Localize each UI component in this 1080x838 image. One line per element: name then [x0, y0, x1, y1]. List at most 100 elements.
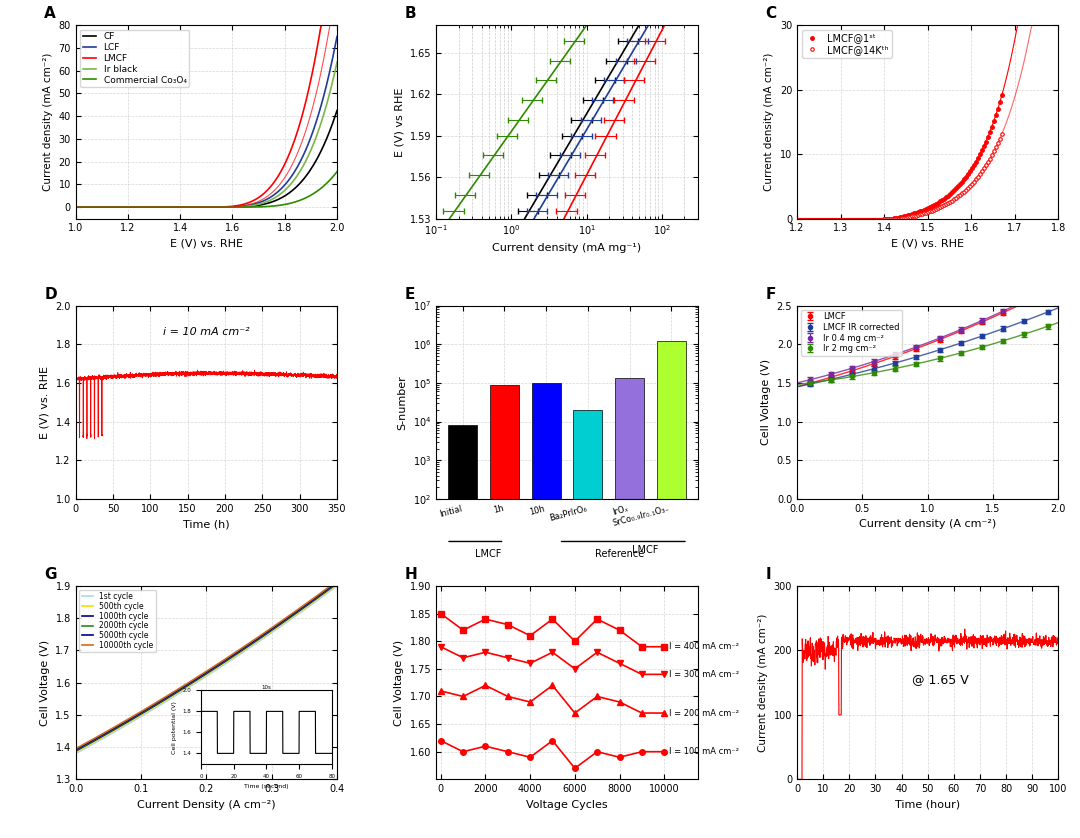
Line: LMCF@1ˢᵗ: LMCF@1ˢᵗ — [882, 94, 1003, 220]
LCF — [224, 202, 237, 212]
LMCF@14Kᵗʰ — [951, 191, 964, 201]
LMCF — [229, 201, 242, 211]
Text: A: A — [44, 6, 56, 21]
CF — [225, 202, 238, 212]
LCF — [229, 202, 242, 212]
LMCF@14Kᵗʰ — [916, 209, 929, 219]
1st cycle — [118, 722, 131, 732]
1000th cycle — [308, 595, 321, 605]
Legend: CF, LCF, LMCF, Ir black, Commercial Co₃O₄: CF, LCF, LMCF, Ir black, Commercial Co₃O… — [80, 29, 189, 87]
1000th cycle — [118, 719, 131, 729]
Y-axis label: S-number: S-number — [397, 375, 407, 430]
500th cycle — [318, 589, 330, 599]
Ir black — [69, 202, 82, 212]
Line: LCF: LCF — [76, 37, 337, 207]
1st cycle — [308, 597, 321, 608]
5000th cycle — [308, 593, 321, 603]
Text: i = 10 mA cm⁻²: i = 10 mA cm⁻² — [163, 327, 249, 337]
LCF — [330, 32, 343, 42]
Ir black — [330, 57, 343, 67]
Y-axis label: Current density (mA cm⁻²): Current density (mA cm⁻²) — [43, 53, 53, 191]
5000th cycle — [80, 739, 93, 749]
1st cycle — [330, 581, 343, 591]
CF — [330, 106, 343, 116]
1000th cycle — [318, 588, 330, 598]
5000th cycle — [85, 736, 98, 746]
2000th cycle — [85, 737, 98, 747]
10000th cycle — [118, 716, 131, 727]
2000th cycle — [308, 594, 321, 604]
Y-axis label: Cell Voltage (V): Cell Voltage (V) — [394, 639, 404, 726]
Text: E: E — [405, 287, 416, 302]
CF — [224, 202, 237, 212]
Ir black — [289, 173, 302, 183]
Bar — [573, 410, 603, 838]
LMCF@1ˢᵗ — [951, 181, 964, 191]
1st cycle — [80, 742, 93, 753]
LMCF — [330, 20, 343, 30]
Bar — [490, 385, 519, 838]
Ir black — [306, 142, 319, 152]
Line: 5000th cycle: 5000th cycle — [76, 582, 337, 750]
500th cycle — [118, 720, 131, 730]
Line: 1000th cycle: 1000th cycle — [76, 583, 337, 751]
1000th cycle — [69, 746, 82, 756]
2000th cycle — [118, 718, 131, 728]
Text: C: C — [766, 6, 777, 21]
LMCF — [306, 67, 319, 77]
X-axis label: Voltage Cycles: Voltage Cycles — [526, 799, 608, 810]
Line: 2000th cycle: 2000th cycle — [76, 582, 337, 750]
500th cycle — [330, 579, 343, 589]
10000th cycle — [69, 743, 82, 753]
LMCF@1ˢᵗ — [996, 91, 1009, 101]
10000th cycle — [318, 586, 330, 596]
10000th cycle — [138, 704, 151, 714]
Line: LMCF: LMCF — [76, 25, 337, 207]
LMCF@1ˢᵗ — [907, 209, 920, 219]
Line: 10000th cycle: 10000th cycle — [76, 581, 337, 748]
Text: H: H — [405, 567, 418, 582]
Text: I = 400 mA cm⁻²: I = 400 mA cm⁻² — [669, 642, 739, 651]
Legend: LMCF@1ˢᵗ, LMCF@14Kᵗʰ: LMCF@1ˢᵗ, LMCF@14Kᵗʰ — [801, 30, 892, 58]
Y-axis label: E (V) vs RHE: E (V) vs RHE — [394, 87, 404, 157]
CF — [306, 162, 319, 172]
CF — [70, 202, 83, 212]
10000th cycle — [85, 735, 98, 745]
2000th cycle — [318, 587, 330, 597]
Line: CF: CF — [76, 111, 337, 207]
Text: I = 300 mA cm⁻²: I = 300 mA cm⁻² — [669, 670, 739, 679]
LMCF — [69, 202, 82, 212]
Text: G: G — [44, 567, 57, 582]
5000th cycle — [318, 587, 330, 597]
Commercial Co₃O₄ — [330, 167, 343, 177]
LMCF@1ˢᵗ — [912, 207, 924, 217]
LMCF@14Kᵗʰ — [907, 211, 920, 221]
Commercial Co₃O₄ — [225, 202, 238, 212]
LCF — [69, 202, 82, 212]
Ir black — [229, 202, 242, 212]
LCF — [70, 202, 83, 212]
2000th cycle — [69, 745, 82, 755]
X-axis label: Time (h): Time (h) — [183, 520, 230, 530]
2000th cycle — [80, 740, 93, 750]
10000th cycle — [308, 592, 321, 603]
500th cycle — [85, 738, 98, 748]
LMCF — [289, 132, 302, 142]
Bar — [615, 379, 644, 838]
LMCF@14Kᵗʰ — [918, 209, 931, 219]
CF — [69, 202, 82, 212]
Text: @ 1.65 V: @ 1.65 V — [913, 673, 969, 685]
Ir black — [225, 202, 238, 212]
Line: 500th cycle: 500th cycle — [76, 584, 337, 752]
5000th cycle — [330, 577, 343, 587]
1000th cycle — [85, 737, 98, 747]
X-axis label: Current density (A cm⁻²): Current density (A cm⁻²) — [859, 520, 997, 530]
Text: F: F — [766, 287, 777, 302]
X-axis label: E (V) vs. RHE: E (V) vs. RHE — [891, 239, 964, 249]
Y-axis label: E (V) vs. RHE: E (V) vs. RHE — [40, 365, 50, 439]
10000th cycle — [330, 576, 343, 586]
Text: I = 200 mA cm⁻²: I = 200 mA cm⁻² — [669, 709, 739, 717]
Line: 1st cycle: 1st cycle — [76, 586, 337, 753]
LMCF@1ˢᵗ — [897, 211, 910, 221]
X-axis label: Current Density (A cm⁻²): Current Density (A cm⁻²) — [137, 799, 275, 810]
